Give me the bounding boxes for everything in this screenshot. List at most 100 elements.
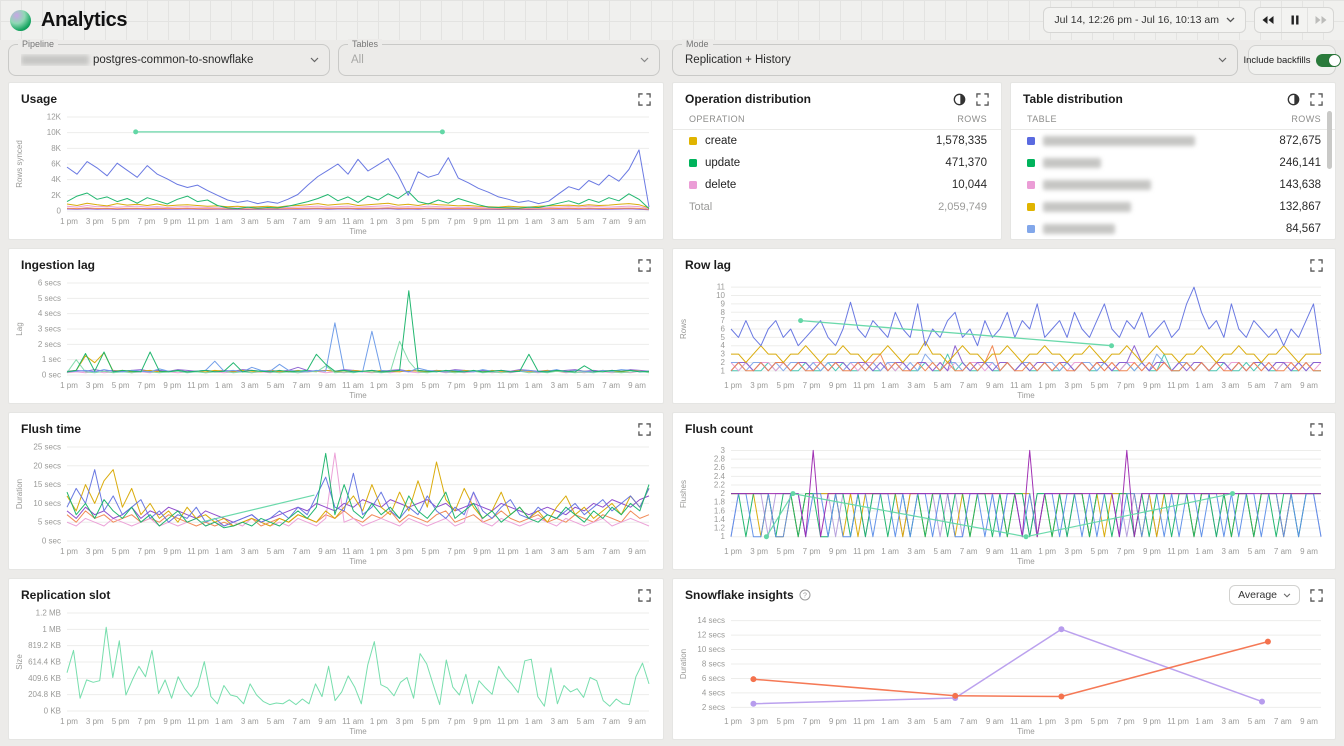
toggle-on-icon[interactable] xyxy=(1316,54,1341,67)
svg-text:1 pm: 1 pm xyxy=(60,717,78,726)
svg-text:12K: 12K xyxy=(47,113,62,122)
svg-text:7 pm: 7 pm xyxy=(138,381,156,390)
svg-text:1.2 MB: 1.2 MB xyxy=(36,609,61,618)
expand-icon[interactable] xyxy=(1310,589,1323,602)
svg-text:11 am: 11 am xyxy=(342,717,364,726)
svg-text:7 am: 7 am xyxy=(602,217,620,226)
column-header-operation: OPERATION xyxy=(689,114,745,124)
date-range-picker[interactable]: Jul 14, 12:26 pm - Jul 16, 10:13 am xyxy=(1043,7,1246,33)
include-backfills-toggle[interactable]: Include backfills xyxy=(1248,45,1336,75)
svg-text:Time: Time xyxy=(349,227,367,236)
fast-forward-icon[interactable] xyxy=(1307,8,1333,32)
svg-text:2: 2 xyxy=(721,358,726,367)
svg-text:7 pm: 7 pm xyxy=(447,547,465,556)
svg-text:Flushes: Flushes xyxy=(679,480,688,508)
series-color-swatch xyxy=(1027,203,1035,211)
chevron-down-icon xyxy=(1218,57,1227,63)
expand-icon[interactable] xyxy=(1310,423,1323,436)
redacted-pipeline-prefix xyxy=(21,55,89,65)
svg-text:3 am: 3 am xyxy=(241,217,259,226)
svg-text:3 am: 3 am xyxy=(1222,547,1240,556)
svg-text:3 secs: 3 secs xyxy=(38,325,61,334)
row-value: 246,141 xyxy=(1279,157,1321,169)
row-label: create xyxy=(705,135,737,147)
mode-select[interactable]: Mode Replication + History xyxy=(672,44,1238,76)
scrollbar-thumb[interactable] xyxy=(1327,111,1332,169)
svg-text:4K: 4K xyxy=(51,175,61,184)
svg-text:11 pm: 11 pm xyxy=(1167,717,1189,726)
aggregation-select[interactable]: Average xyxy=(1229,585,1300,605)
svg-text:1 pm: 1 pm xyxy=(1038,717,1056,726)
expand-icon[interactable] xyxy=(638,589,651,602)
rewind-icon[interactable] xyxy=(1255,8,1281,32)
expand-icon[interactable] xyxy=(638,423,651,436)
svg-text:3 am: 3 am xyxy=(241,381,259,390)
svg-text:11 am: 11 am xyxy=(1010,381,1032,390)
svg-text:9 am: 9 am xyxy=(318,381,336,390)
svg-text:9 pm: 9 pm xyxy=(163,717,181,726)
date-range-text: Jul 14, 12:26 pm - Jul 16, 10:13 am xyxy=(1054,14,1219,26)
svg-text:7 pm: 7 pm xyxy=(803,717,821,726)
svg-text:1 pm: 1 pm xyxy=(60,217,78,226)
svg-text:9 am: 9 am xyxy=(986,381,1004,390)
pipeline-select-label: Pipeline xyxy=(18,39,58,50)
svg-text:1 am: 1 am xyxy=(215,217,233,226)
redacted-table-name xyxy=(1043,224,1115,234)
svg-text:7 pm: 7 pm xyxy=(1117,381,1135,390)
svg-text:9 pm: 9 pm xyxy=(829,381,847,390)
pie-chart-icon[interactable] xyxy=(1287,93,1300,106)
svg-text:5 pm: 5 pm xyxy=(776,717,794,726)
svg-text:5 am: 5 am xyxy=(934,381,952,390)
row-value: 1,578,335 xyxy=(936,135,987,147)
svg-text:3 am: 3 am xyxy=(551,217,569,226)
svg-text:3 pm: 3 pm xyxy=(396,717,414,726)
svg-text:6 secs: 6 secs xyxy=(702,674,725,683)
expand-icon[interactable] xyxy=(638,93,651,106)
chevron-down-icon xyxy=(1283,593,1291,598)
svg-text:5 am: 5 am xyxy=(576,217,594,226)
expand-icon[interactable] xyxy=(976,93,989,106)
mode-select-label: Mode xyxy=(682,39,713,50)
svg-text:1 pm: 1 pm xyxy=(370,717,388,726)
svg-text:11 pm: 11 pm xyxy=(853,547,875,556)
svg-text:25 secs: 25 secs xyxy=(33,443,61,452)
series-color-swatch xyxy=(689,137,697,145)
svg-text:7 pm: 7 pm xyxy=(447,717,465,726)
svg-text:1.4: 1.4 xyxy=(714,515,726,524)
expand-icon[interactable] xyxy=(1310,259,1323,272)
svg-text:1 am: 1 am xyxy=(525,217,543,226)
svg-text:7 pm: 7 pm xyxy=(803,381,821,390)
svg-text:1 am: 1 am xyxy=(1195,381,1213,390)
row-lag-card: Row lag 12345678910111 pm3 pm5 pm7 pm9 p… xyxy=(672,248,1336,404)
svg-text:1 MB: 1 MB xyxy=(42,625,61,634)
svg-text:5 pm: 5 pm xyxy=(776,547,794,556)
svg-text:20 secs: 20 secs xyxy=(33,461,61,470)
svg-text:7 am: 7 am xyxy=(1274,717,1292,726)
svg-text:5 am: 5 am xyxy=(934,547,952,556)
svg-text:Size: Size xyxy=(15,654,24,670)
expand-icon[interactable] xyxy=(638,259,651,272)
pie-chart-icon[interactable] xyxy=(953,93,966,106)
help-icon[interactable]: ? xyxy=(799,589,811,601)
svg-text:1 pm: 1 pm xyxy=(370,217,388,226)
expand-icon[interactable] xyxy=(1310,93,1323,106)
svg-text:3 am: 3 am xyxy=(551,717,569,726)
svg-text:3 pm: 3 pm xyxy=(1064,547,1082,556)
svg-text:3: 3 xyxy=(721,446,726,455)
svg-text:819.2 KB: 819.2 KB xyxy=(28,641,61,650)
pipeline-select[interactable]: Pipeline postgres-common-to-snowflake xyxy=(8,44,330,76)
svg-text:11 pm: 11 pm xyxy=(1167,547,1189,556)
pause-icon[interactable] xyxy=(1281,8,1307,32)
usage-chart: 02K4K6K8K10K12K1 pm3 pm5 pm7 pm9 pm11 pm… xyxy=(11,109,661,237)
tables-select-label: Tables xyxy=(348,39,382,50)
svg-text:9 pm: 9 pm xyxy=(829,717,847,726)
svg-text:3 am: 3 am xyxy=(907,381,925,390)
svg-text:5 pm: 5 pm xyxy=(112,381,130,390)
svg-text:5 pm: 5 pm xyxy=(422,717,440,726)
svg-text:11 am: 11 am xyxy=(1010,547,1032,556)
tables-select[interactable]: Tables All xyxy=(338,44,660,76)
svg-text:5 pm: 5 pm xyxy=(1091,717,1109,726)
svg-text:5 am: 5 am xyxy=(576,547,594,556)
row-value: 10,044 xyxy=(952,179,987,191)
svg-text:Rows synced: Rows synced xyxy=(15,140,24,188)
